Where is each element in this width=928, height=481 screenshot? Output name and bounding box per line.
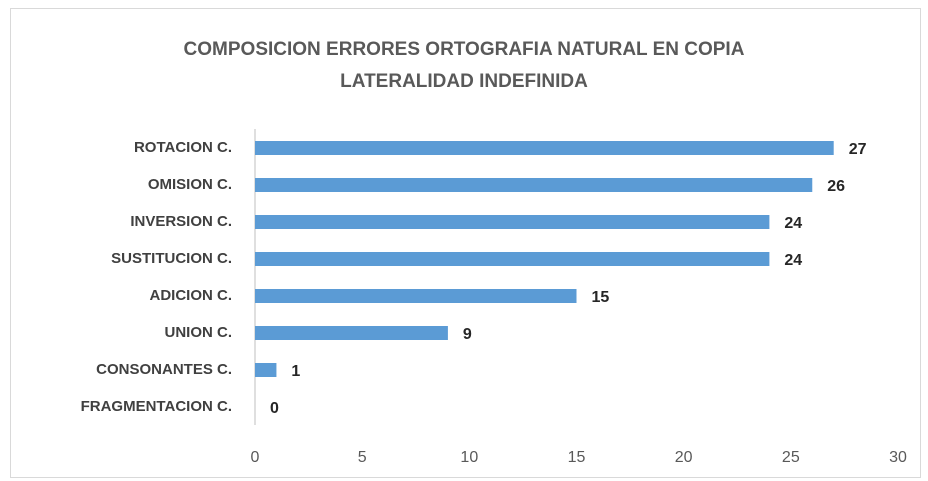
x-tick-label: 10	[460, 449, 478, 466]
x-tick-label: 30	[889, 449, 907, 466]
chart-title: COMPOSICION ERRORES ORTOGRAFIA NATURAL E…	[184, 39, 745, 60]
y-tick-label: SUSTITUCION C.	[111, 250, 232, 267]
y-tick-label: OMISION C.	[148, 176, 232, 193]
data-label: 24	[784, 252, 802, 269]
y-tick-label: FRAGMENTACION C.	[81, 398, 232, 415]
chart-title: LATERALIDAD INDEFINIDA	[340, 71, 588, 92]
bar	[255, 289, 577, 303]
bar	[255, 363, 277, 377]
bar	[255, 178, 813, 192]
y-tick-label: ROTACION C.	[134, 139, 232, 156]
data-label: 0	[270, 400, 279, 417]
data-label: 1	[291, 363, 300, 380]
y-tick-label: CONSONANTES C.	[96, 361, 232, 378]
y-tick-label: UNION C.	[165, 324, 233, 341]
data-label: 27	[849, 141, 867, 158]
x-tick-label: 15	[568, 449, 586, 466]
bar	[255, 141, 834, 155]
data-label: 26	[827, 178, 845, 195]
chart-frame	[10, 8, 921, 478]
x-tick-label: 0	[251, 449, 260, 466]
y-tick-label: INVERSION C.	[130, 213, 232, 230]
bar	[255, 326, 448, 340]
data-label: 9	[463, 326, 472, 343]
x-tick-label: 20	[675, 449, 693, 466]
bar	[255, 215, 770, 229]
bar	[255, 252, 770, 266]
data-label: 15	[592, 289, 610, 306]
y-tick-label: ADICION C.	[150, 287, 233, 304]
x-tick-label: 25	[782, 449, 800, 466]
data-label: 24	[784, 215, 802, 232]
x-tick-label: 5	[358, 449, 367, 466]
